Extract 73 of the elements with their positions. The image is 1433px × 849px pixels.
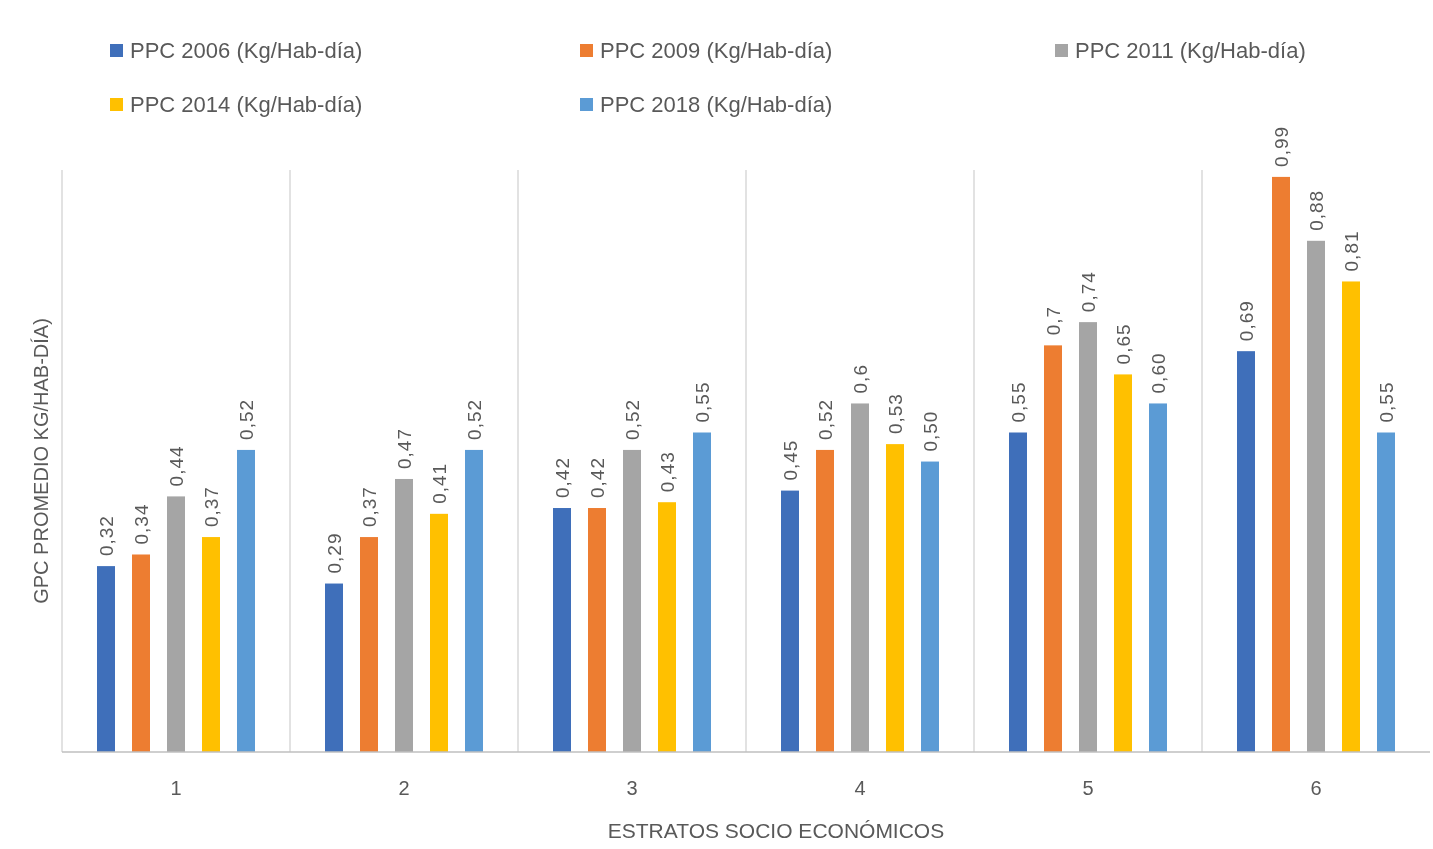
data-label: 0,53 <box>885 393 906 435</box>
data-label: 0,6 <box>850 364 871 394</box>
data-label: 0,65 <box>1113 323 1134 365</box>
bar <box>360 537 378 752</box>
data-label: 0,29 <box>324 532 345 574</box>
data-label: 0,34 <box>131 503 152 545</box>
data-label: 0,41 <box>429 462 450 504</box>
bar <box>1342 281 1360 752</box>
data-label: 0,52 <box>622 398 643 440</box>
data-label: 0,44 <box>166 445 187 487</box>
data-label: 0,42 <box>552 457 573 499</box>
bar <box>553 508 571 752</box>
bar <box>202 537 220 752</box>
bar <box>465 449 483 752</box>
y-axis-title: GPC PROMEDIO KG/HAB-DÍA) <box>30 318 52 604</box>
bar <box>1114 374 1132 752</box>
data-label: 0,42 <box>587 457 608 499</box>
data-label: 0,55 <box>692 381 713 423</box>
data-label: 0,37 <box>201 486 222 528</box>
data-label: 0,52 <box>464 398 485 440</box>
bar <box>1149 403 1167 752</box>
bar <box>1079 322 1097 752</box>
data-label: 0,99 <box>1271 125 1292 167</box>
legend-label: PPC 2006 (Kg/Hab-día) <box>130 38 363 63</box>
x-tick-label: 1 <box>170 777 182 799</box>
data-label: 0,52 <box>236 398 257 440</box>
data-label: 0,50 <box>920 410 941 452</box>
data-label: 0,47 <box>394 427 415 469</box>
bar <box>430 513 448 752</box>
bar <box>658 502 676 752</box>
bar <box>395 478 413 752</box>
bar <box>623 449 641 752</box>
data-label: 0,55 <box>1008 381 1029 423</box>
bar <box>1009 432 1027 752</box>
legend-label: PPC 2014 (Kg/Hab-día) <box>130 92 363 117</box>
x-tick-label: 4 <box>854 777 866 799</box>
data-label: 0,74 <box>1078 271 1099 313</box>
bar <box>237 449 255 752</box>
data-label: 0,52 <box>815 398 836 440</box>
bar <box>886 444 904 752</box>
bar <box>693 432 711 752</box>
x-tick-label: 3 <box>626 777 638 799</box>
data-label: 0,32 <box>96 515 117 557</box>
data-label: 0,43 <box>657 451 678 493</box>
bar <box>1272 176 1290 752</box>
bar <box>325 583 343 752</box>
data-label: 0,55 <box>1376 381 1397 423</box>
bar <box>921 461 939 752</box>
bar <box>781 490 799 752</box>
data-label: 0,81 <box>1341 230 1362 272</box>
bar <box>97 566 115 752</box>
data-label: 0,45 <box>780 439 801 481</box>
bar <box>588 508 606 752</box>
data-label: 0,88 <box>1306 189 1327 231</box>
bar <box>1044 345 1062 752</box>
bar <box>1237 351 1255 752</box>
x-tick-label: 6 <box>1310 777 1322 799</box>
x-axis-title: ESTRATOS SOCIO ECONÓMICOS <box>607 819 945 842</box>
x-tick-label: 2 <box>398 777 410 799</box>
bar <box>1307 240 1325 752</box>
legend-label: PPC 2009 (Kg/Hab-día) <box>600 38 833 63</box>
data-label: 0,60 <box>1148 352 1169 394</box>
x-tick-label: 5 <box>1082 777 1094 799</box>
bar <box>167 496 185 752</box>
legend-label: PPC 2011 (Kg/Hab-día) <box>1075 38 1306 63</box>
legend-label: PPC 2018 (Kg/Hab-día) <box>600 92 833 117</box>
bar <box>1377 432 1395 752</box>
data-label: 0,7 <box>1043 305 1064 336</box>
bar <box>816 449 834 752</box>
bar <box>851 403 869 752</box>
data-label: 0,69 <box>1236 300 1257 342</box>
bar <box>132 554 150 752</box>
data-label: 0,37 <box>359 486 380 528</box>
